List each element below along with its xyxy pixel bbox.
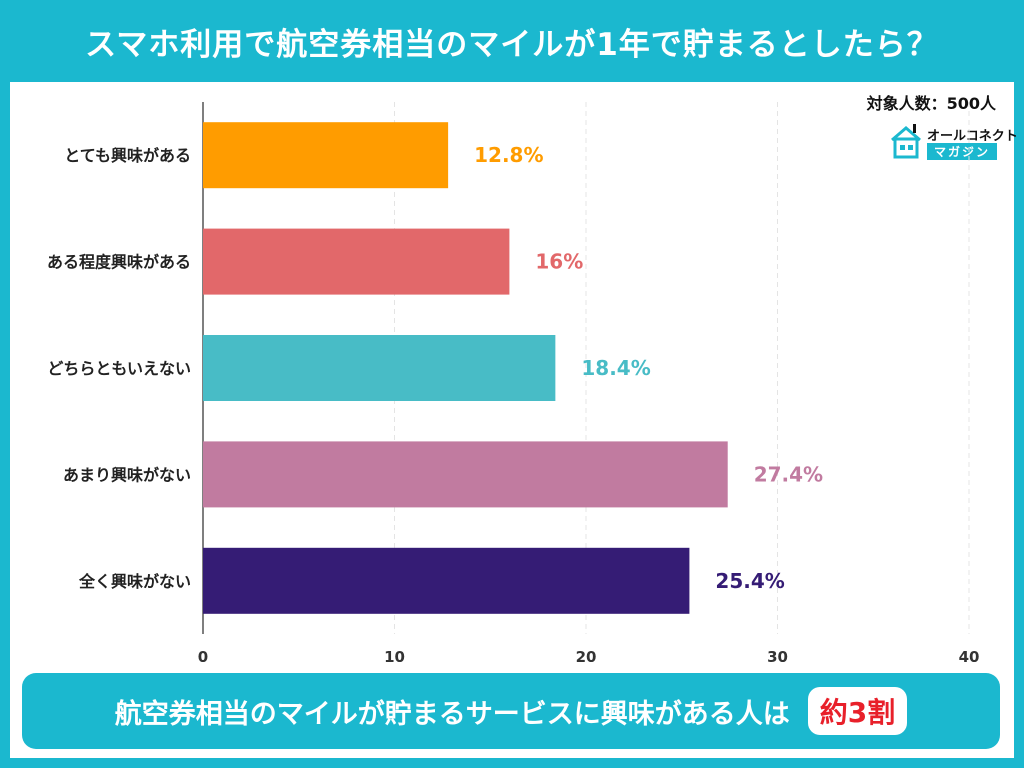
bar [203,335,556,401]
summary-highlight: 約3割 [807,687,908,735]
summary-banner: 航空券相当のマイルが貯まるサービスに興味がある人は 約3割 [22,673,1000,749]
bar [203,228,510,295]
x-tick-label: 20 [576,648,597,666]
category-label: とても興味がある [64,146,191,165]
x-tick-label: 30 [767,648,788,666]
category-label: ある程度興味がある [47,253,191,272]
category-label: 全く興味がない [78,572,191,591]
sample-size-note: 対象人数：500人 [866,94,996,113]
x-tick-label: 0 [198,648,208,666]
data-label: 12.8% [474,143,543,167]
category-label: あまり興味がない [63,465,191,484]
page-title: スマホ利用で航空券相当のマイルが1年で貯まるとしたら？ [85,26,939,63]
bar [203,547,690,614]
data-label: 18.4% [581,356,650,380]
data-label: 16% [535,250,583,274]
chart-panel: 対象人数：500人 オールコネクト マガジン 0 10 20 30 40 とても興味がある… [10,82,1018,758]
x-tick-label: 40 [959,648,980,666]
summary-text: 航空券相当のマイルが貯まるサービスに興味がある人は [114,698,790,730]
logo-top-text: オールコネクト [927,129,1018,144]
category-label: どちらともいえない [47,359,191,378]
house-icon [891,124,921,159]
data-label: 25.4% [715,569,784,593]
logo-bottom-text: マガジン [927,143,997,160]
x-tick-label: 10 [384,648,405,666]
brand-logo: オールコネクト マガジン [889,124,1018,164]
bar [203,122,449,189]
data-label: 27.4% [754,462,823,486]
bar-chart: 0 10 20 30 40 とても興味がある 12.8% ある程度興味がある 16% どちらともい… [47,102,980,666]
bar [203,441,728,508]
